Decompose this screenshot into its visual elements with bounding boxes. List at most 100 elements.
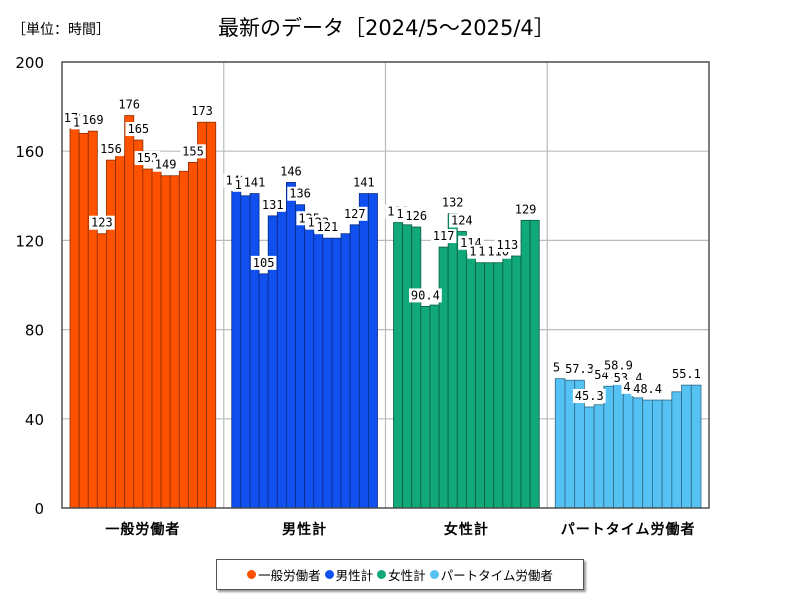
data-label: 45.3	[575, 389, 604, 403]
data-label-bg	[89, 215, 115, 230]
bar	[78, 132, 89, 509]
bar	[286, 182, 296, 509]
bar	[160, 175, 171, 509]
data-label-bg	[351, 175, 377, 190]
category-label: 女性計	[444, 521, 489, 538]
legend-item: パートタイム労働者	[429, 565, 553, 584]
bar	[681, 384, 692, 509]
data-label-bg	[439, 195, 466, 210]
bar	[322, 237, 333, 509]
data-label: 90.4	[411, 288, 440, 302]
data-label-bg	[403, 209, 430, 224]
legend-item: 一般労働者	[247, 565, 321, 584]
data-label-bg	[98, 142, 124, 157]
y-tick-label: 200	[15, 54, 44, 72]
data-label: 165	[127, 122, 149, 136]
data-label: 132	[442, 196, 464, 210]
legend-label: 男性計	[335, 568, 374, 583]
legend-label: 一般労働者	[258, 568, 321, 583]
legend-marker	[324, 570, 334, 579]
bar	[258, 273, 269, 509]
bar	[124, 115, 135, 509]
bar	[484, 262, 495, 509]
y-tick-label: 40	[25, 411, 44, 429]
data-label-bg	[79, 113, 106, 128]
data-label: 123	[91, 216, 113, 230]
y-tick-label: 0	[34, 500, 44, 518]
bar	[169, 175, 180, 509]
data-label: 155	[182, 144, 204, 158]
bar	[661, 399, 673, 509]
data-label: 121	[317, 220, 339, 234]
bar	[367, 193, 378, 509]
bar	[188, 161, 198, 509]
bar	[402, 224, 413, 509]
data-label-bg	[314, 220, 341, 235]
bar	[69, 128, 80, 509]
bar	[276, 211, 287, 509]
bar	[529, 219, 540, 509]
data-label: 58.9	[604, 359, 633, 373]
data-label: 131	[262, 198, 284, 212]
legend-item: 女性計	[377, 565, 426, 584]
data-label-bg	[341, 206, 368, 221]
bar	[632, 397, 644, 509]
bar	[393, 222, 404, 509]
bar	[304, 228, 315, 509]
data-label: 105	[253, 256, 275, 270]
legend-label: 女性計	[388, 568, 426, 583]
bar	[349, 224, 360, 509]
bar	[642, 399, 653, 509]
bar	[231, 190, 242, 509]
data-label: 126	[405, 209, 427, 223]
y-tick-label: 160	[15, 143, 44, 161]
data-label: 57.3	[565, 362, 594, 376]
data-label-bg	[152, 157, 179, 172]
bar	[197, 121, 208, 509]
bar	[447, 213, 458, 509]
chart-title: 最新のデータ［2024/5～2025/4］	[218, 16, 555, 40]
category-label: 一般労働者	[105, 521, 180, 538]
data-label: 48.4	[633, 382, 662, 396]
bar	[493, 262, 504, 509]
data-label-bg	[278, 164, 304, 179]
bar	[554, 378, 566, 509]
data-label-bg	[631, 382, 664, 397]
bar	[613, 376, 624, 509]
data-label: 156	[100, 142, 122, 156]
bar	[313, 233, 324, 509]
data-label-bg	[572, 388, 606, 403]
data-label-bg	[116, 97, 143, 112]
data-label-bg	[250, 255, 277, 270]
bar	[331, 237, 342, 509]
data-label-bg	[563, 362, 596, 377]
legend: 一般労働者 男性計 女性計 パートタイム労働者	[216, 559, 584, 590]
bar	[96, 233, 107, 509]
data-label-bg	[449, 213, 475, 228]
data-label: 176	[118, 98, 140, 112]
bar	[249, 193, 260, 509]
legend-marker	[429, 570, 439, 579]
bar	[206, 121, 217, 509]
bar	[178, 170, 189, 509]
data-label-bg	[259, 197, 286, 212]
bar	[622, 388, 634, 509]
data-label-bg	[512, 202, 539, 217]
bar	[411, 226, 422, 509]
data-label: 127	[344, 207, 366, 221]
data-label-bg	[125, 122, 152, 137]
bar	[358, 193, 369, 509]
bar	[133, 139, 144, 509]
bar	[295, 204, 306, 509]
category-label: 男性計	[282, 521, 327, 538]
bar	[340, 233, 351, 509]
data-label: 136	[289, 187, 311, 201]
category-label: パートタイム労働者	[561, 521, 696, 538]
data-label-bg	[241, 175, 268, 190]
data-label: 141	[244, 176, 266, 190]
bar	[603, 385, 614, 509]
bar	[438, 246, 449, 509]
data-label-bg	[287, 186, 313, 201]
unit-label: ［単位：時間］	[12, 22, 110, 38]
data-label-bg	[602, 358, 635, 373]
